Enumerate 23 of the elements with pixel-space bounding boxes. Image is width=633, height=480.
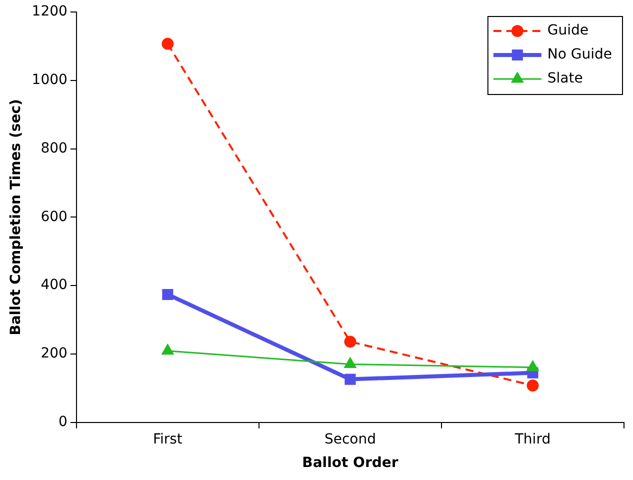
x-tick-label: Second <box>324 431 376 448</box>
y-tick-label: 0 <box>58 414 68 430</box>
point <box>162 344 174 355</box>
legend-label: Guide <box>547 22 589 39</box>
x-tick-label: First <box>152 431 183 448</box>
x-axis-title: Ballot Order <box>302 455 398 472</box>
point <box>162 288 174 300</box>
y-tick-label: 800 <box>40 140 68 156</box>
y-tick-label: 600 <box>40 208 68 225</box>
point <box>344 358 356 368</box>
point <box>344 374 356 385</box>
point <box>526 379 539 392</box>
y-tick-label: 1000 <box>32 72 68 88</box>
legend-label: Slate <box>547 70 583 87</box>
y-tick-label: 1200 <box>32 4 68 20</box>
x-tick-label: Third <box>514 431 551 448</box>
point <box>344 336 356 348</box>
point <box>162 38 174 50</box>
y-axis-title: Ballot Completion Times (sec) <box>8 99 24 336</box>
point <box>526 360 539 372</box>
y-tick-label: 200 <box>40 346 68 362</box>
legend-label: No Guide <box>547 46 612 63</box>
y-tick-label: 400 <box>40 277 68 294</box>
